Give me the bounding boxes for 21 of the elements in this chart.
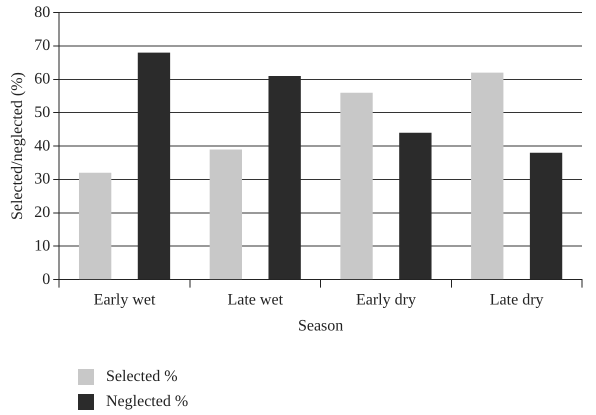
y-tick-label: 50: [34, 104, 50, 121]
bar: [471, 72, 504, 280]
x-tick-label: Late dry: [490, 291, 544, 308]
y-tick-label: 70: [34, 37, 50, 54]
y-tick-label: 40: [34, 137, 50, 154]
x-tick-label: Late wet: [227, 291, 284, 308]
bar: [340, 92, 373, 280]
bar: [78, 172, 112, 280]
bar: [210, 149, 242, 280]
y-tick-label: 80: [34, 4, 50, 21]
x-tick-label: Early dry: [356, 291, 416, 308]
legend-label: Selected %: [106, 368, 178, 386]
y-axis-title: Selected/neglected (%): [8, 72, 26, 220]
x-axis-title: Season: [298, 318, 344, 335]
legend-label: Neglected %: [106, 392, 188, 410]
y-tick-label: 0: [42, 270, 50, 288]
x-tick-label: Early wet: [94, 291, 156, 308]
y-tick-label: 10: [34, 237, 50, 254]
y-tick-label: 20: [34, 204, 50, 222]
y-tick-label: 30: [34, 170, 50, 188]
y-tick-label: 60: [34, 70, 50, 88]
